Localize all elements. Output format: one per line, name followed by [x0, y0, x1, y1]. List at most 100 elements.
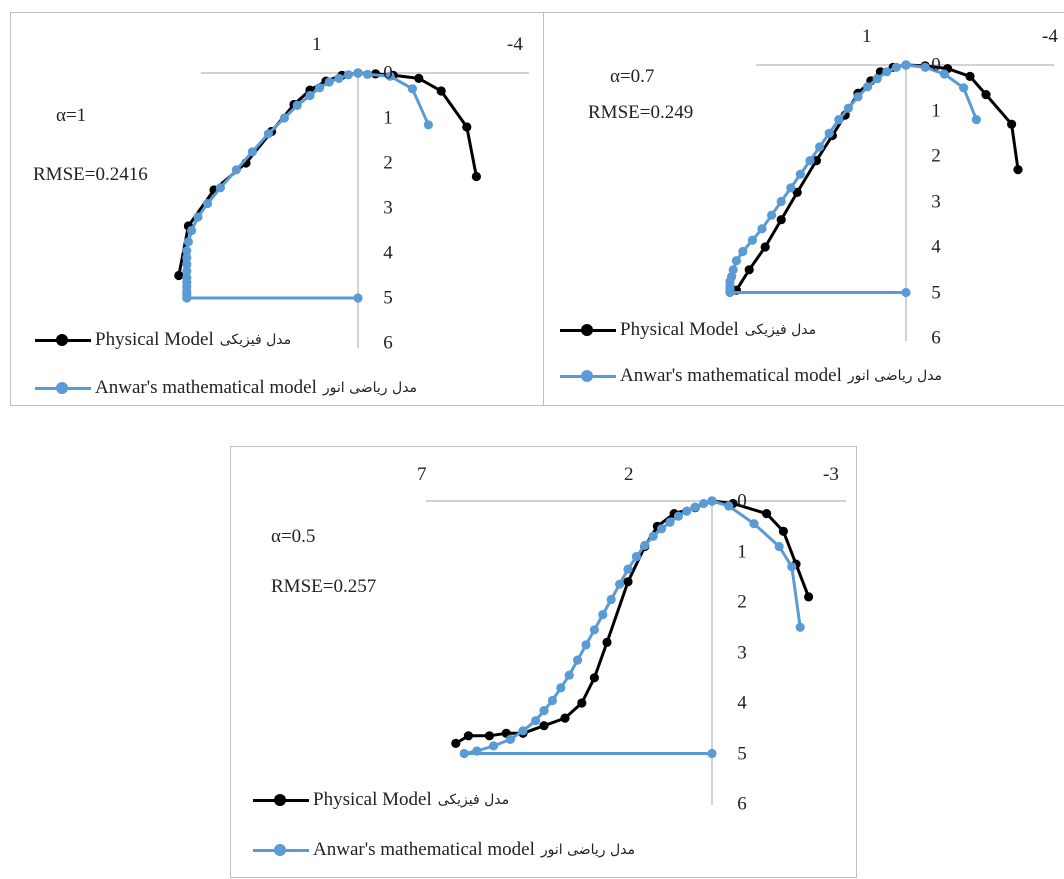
physical-model-point [560, 713, 570, 723]
physical-model-point [792, 187, 802, 197]
physical-model-line [735, 63, 1020, 291]
anwar-model-point [334, 73, 344, 83]
anwar-model-point [774, 541, 784, 552]
anwar-model-point [385, 71, 395, 81]
anwar-model-point [690, 502, 700, 512]
physical-model-line [455, 499, 811, 745]
anwar-model-point [920, 62, 930, 72]
anwar-model-point [231, 165, 241, 175]
anwar-model-point [805, 156, 815, 166]
rmse-label: RMSE=0.257 [271, 576, 377, 597]
physical-model-point [804, 592, 814, 602]
anwar-model-point [795, 622, 805, 632]
anwar-model-point [363, 69, 373, 79]
physical-model-point [981, 90, 991, 100]
physical-model-point [462, 122, 472, 132]
anwar-model-point [263, 129, 273, 139]
anwar-model-point [731, 256, 741, 266]
anwar-model-point [343, 70, 353, 80]
anwar-model-point [640, 540, 650, 550]
y-tick-label: 1 [931, 100, 941, 121]
physical-model-point [451, 738, 461, 748]
physical-model-point [623, 577, 633, 587]
anwar-model-point [834, 115, 844, 125]
anwar-model-point [738, 246, 748, 257]
y-tick-label: 3 [737, 642, 747, 663]
physical-model-point [778, 526, 789, 536]
anwar-model-point [423, 120, 433, 130]
legend-label-fa: مدل ریاضی انور [322, 380, 418, 396]
physical-model-point [589, 673, 599, 683]
anwar-model-point [901, 60, 911, 70]
anwar-model-point [824, 128, 834, 138]
legend-marker-blue [253, 843, 309, 857]
anwar-model-point [539, 706, 549, 716]
y-tick-label: 5 [383, 287, 393, 309]
x-tick-label: -4 [1042, 26, 1058, 47]
anwar-model-point [615, 579, 625, 589]
anwar-model-point [776, 196, 786, 207]
anwar-model-point [606, 594, 616, 605]
anwar-model-point [292, 100, 302, 110]
legend-label-en: Physical Model [95, 329, 214, 350]
y-tick-label: 4 [383, 242, 393, 264]
y-tick-label: 5 [737, 743, 747, 764]
y-tick-label: 0 [931, 54, 941, 76]
y-tick-label: 4 [931, 236, 941, 258]
anwar-model-point [305, 90, 315, 101]
anwar-model-point [749, 519, 759, 529]
anwar-model-point [815, 142, 825, 152]
anwar-model-point [747, 235, 757, 245]
y-tick-label: 6 [737, 793, 747, 815]
physical-model-point [1013, 165, 1023, 175]
physical-model-line [177, 71, 478, 276]
y-tick-label: 4 [737, 692, 747, 714]
y-tick-label: 5 [931, 282, 941, 303]
legend-label-en: Anwar's mathematical model [313, 839, 535, 860]
anwar-model-point [247, 147, 257, 157]
anwar-model-point [531, 716, 541, 726]
legend-label-en: Physical Model [620, 319, 739, 340]
anwar-model-point [673, 511, 683, 521]
physical-model-point [776, 215, 786, 225]
y-tick-label: 1 [383, 107, 393, 129]
legend-label-fa: مدل فیزیکی [744, 322, 817, 338]
anwar-model-point [725, 287, 735, 298]
chart-plot-alpha-1 [174, 68, 529, 348]
anwar-model-point [959, 83, 969, 93]
anwar-model-point [682, 506, 692, 516]
y-tick-label: 1 [737, 541, 747, 562]
y-tick-label: 3 [931, 191, 941, 212]
legend-marker-blue [560, 369, 616, 383]
x-tick-label: -4 [507, 34, 523, 55]
x-tick-label: 7 [417, 464, 427, 485]
anwar-model-point [707, 496, 717, 506]
anwar-model-point [787, 562, 797, 572]
physical-model-point [760, 242, 770, 252]
anwar-model-point [573, 655, 583, 665]
physical-model-point [965, 71, 975, 81]
anwar-model-point [882, 67, 892, 77]
y-tick-label: 0 [383, 62, 393, 84]
anwar-model-point [182, 293, 192, 303]
anwar-model-point [315, 83, 325, 93]
physical-model-point [463, 731, 473, 741]
anwar-model-point [182, 266, 192, 276]
anwar-model-point [589, 625, 599, 635]
legend-anwar-model: Anwar's mathematical model مدل ریاضی انو… [253, 839, 635, 861]
anwar-model-point [187, 225, 197, 236]
physical-model-point [577, 698, 587, 708]
anwar-model-point [353, 293, 363, 303]
anwar-model-point [901, 287, 911, 298]
anwar-model-point [843, 103, 853, 113]
legend-label-fa: مدل فیزیکی [437, 792, 510, 808]
anwar-model-point [795, 169, 805, 179]
legend-physical-model: Physical Model مدل فیزیکی [35, 329, 291, 351]
legend-marker-blue [35, 381, 91, 395]
x-tick-label: -3 [823, 464, 839, 485]
legend-marker-black [560, 323, 616, 337]
physical-model-point [436, 86, 446, 96]
y-tick-label: 2 [737, 591, 747, 613]
anwar-model-point [324, 77, 334, 87]
anwar-model-point [505, 734, 515, 744]
